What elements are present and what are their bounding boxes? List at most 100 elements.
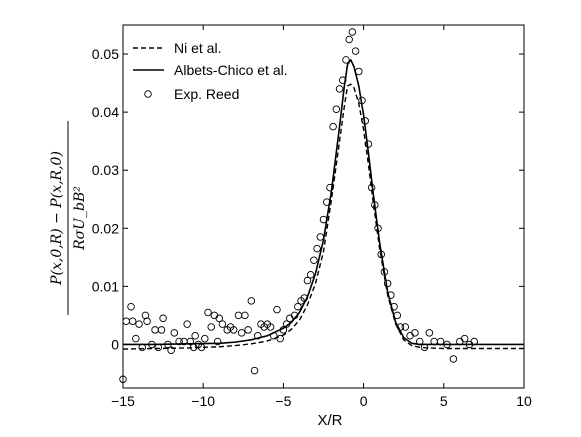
data-point (383, 279, 392, 288)
x-tick-label: 0 (360, 393, 368, 409)
data-point (345, 35, 353, 44)
data-point (351, 47, 360, 55)
x-tick-label: 5 (440, 393, 448, 409)
data-point (411, 329, 419, 337)
data-point (207, 323, 215, 331)
y-tick-label: 0.03 (92, 162, 119, 178)
data-point (143, 317, 151, 325)
data-point (159, 314, 167, 323)
data-point (332, 105, 341, 113)
data-point (358, 96, 366, 105)
x-tick-label: 10 (516, 393, 532, 409)
data-point (138, 343, 146, 352)
data-point (148, 340, 156, 349)
series-layer (119, 28, 524, 384)
data-point (273, 305, 281, 314)
legend: Ni et al. Albets-Chico et al. Exp. Reed (133, 40, 288, 102)
data-point (371, 201, 379, 209)
data-point (401, 323, 410, 331)
data-point (322, 198, 331, 206)
data-point (215, 314, 223, 323)
data-point (316, 233, 325, 241)
data-point (175, 337, 183, 346)
data-point (329, 122, 337, 131)
y-axis-label-denominator: RσU_bB² (72, 186, 88, 251)
data-point (335, 85, 344, 93)
x-tick-label: −15 (111, 393, 135, 409)
data-point (151, 326, 159, 334)
data-point (425, 329, 434, 337)
data-point (387, 291, 395, 299)
legend-swatch-reed (144, 90, 152, 98)
series-line-albets (123, 59, 524, 346)
ticks-layer: −15 −10 −5 0 5 10 0 0.01 0.02 0.03 0.04 0.05 (92, 25, 532, 409)
data-point (380, 268, 389, 276)
data-point (361, 117, 369, 125)
y-axis-label-numerator: P(x,0,R) − P(x,R,0) (49, 151, 65, 286)
data-point (326, 183, 334, 192)
data-point (213, 337, 222, 346)
y-axis-label: P(x,0,R) − P(x,R,0) RσU_bB² (49, 121, 88, 315)
data-point (244, 326, 252, 334)
data-point (294, 302, 302, 311)
data-point (367, 183, 376, 192)
y-tick-label: 0.05 (92, 46, 119, 62)
data-point (306, 270, 315, 279)
x-tick-label: −5 (275, 393, 291, 409)
data-point (154, 343, 163, 352)
data-point (393, 311, 402, 320)
data-point (276, 334, 284, 343)
data-point (170, 329, 179, 337)
legend-label-ni: Ni et al. (174, 40, 221, 56)
data-point (348, 28, 357, 36)
data-point (167, 346, 175, 354)
data-point (183, 320, 191, 328)
y-tick-label: 0.01 (92, 278, 119, 294)
data-point (210, 311, 219, 320)
data-point (355, 67, 363, 76)
data-point (310, 256, 318, 264)
x-axis-label: X/R (317, 412, 342, 429)
data-point (119, 375, 127, 384)
data-point (436, 337, 445, 346)
data-point (460, 334, 469, 343)
plot-area (122, 24, 525, 389)
series-exp-reed (119, 28, 479, 384)
data-point (250, 366, 259, 375)
legend-label-reed: Exp. Reed (174, 86, 239, 102)
data-point (135, 320, 143, 328)
data-point (141, 311, 150, 320)
data-point (364, 140, 373, 148)
data-point (342, 56, 350, 64)
y-tick-label: 0 (111, 336, 119, 352)
data-point (338, 76, 347, 84)
data-point (303, 276, 312, 285)
data-point (415, 337, 424, 346)
data-point (406, 331, 414, 340)
data-point (449, 355, 458, 363)
data-point (319, 215, 328, 224)
data-point (300, 294, 309, 302)
data-point (164, 340, 172, 349)
y-tick-label: 0.02 (92, 220, 119, 236)
plot-frame (122, 24, 525, 389)
data-point (204, 308, 212, 317)
data-point (157, 326, 166, 334)
data-point (122, 317, 130, 325)
data-point (443, 340, 451, 349)
x-tick-label: −10 (191, 393, 215, 409)
data-point (218, 320, 227, 328)
data-point (420, 343, 429, 352)
data-point (390, 302, 398, 311)
data-point (186, 337, 195, 346)
data-point (191, 331, 199, 340)
data-point (128, 317, 137, 325)
data-point (470, 337, 479, 346)
series-line-ni (122, 83, 524, 350)
data-point (282, 320, 291, 328)
legend-label-albets: Albets-Chico et al. (174, 62, 288, 78)
data-point (237, 329, 246, 337)
data-point (377, 250, 385, 259)
data-point (313, 244, 321, 253)
